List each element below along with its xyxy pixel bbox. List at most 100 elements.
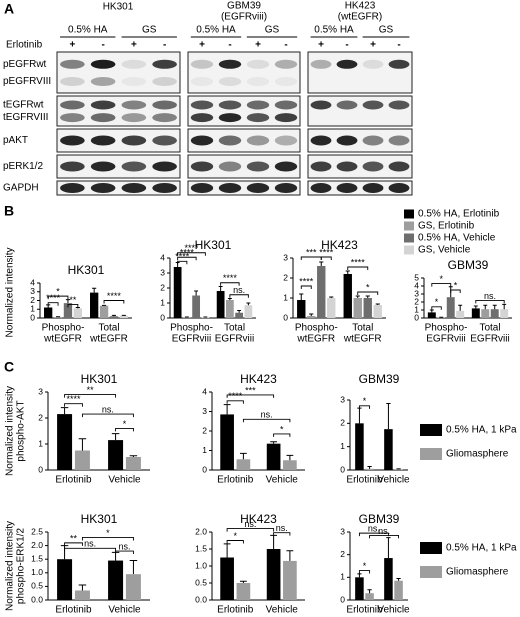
- error-bar: [218, 286, 223, 291]
- error-bar: [65, 299, 71, 304]
- blot-band: [336, 135, 358, 146]
- bar: [74, 450, 90, 470]
- error-bar: [78, 438, 87, 451]
- y-axis-label: Normalized intensity: [5, 386, 16, 476]
- bar: [99, 305, 109, 318]
- blot-band: [218, 135, 242, 146]
- bar: [109, 316, 119, 318]
- error-bar: [237, 310, 242, 313]
- significance-bracket: [115, 550, 134, 555]
- cell-line-label: (EGFRviii): [221, 12, 267, 23]
- blot-band: [362, 59, 384, 69]
- error-bar: [429, 309, 434, 313]
- sign: +: [255, 40, 261, 51]
- error-bar: [92, 287, 97, 293]
- y-tick-label: 2: [283, 272, 288, 282]
- x-tick-label: Total: [479, 323, 500, 334]
- blot-band: [152, 161, 177, 172]
- blot-band: [218, 161, 242, 172]
- blot-band: [190, 59, 214, 69]
- legend-label: GS, Vehicle: [418, 245, 471, 256]
- bar: [220, 557, 234, 600]
- bar: [244, 305, 253, 318]
- bar: [490, 309, 499, 318]
- x-tick-label: Vehicle: [377, 605, 410, 616]
- y-tick-label: 2.0: [31, 540, 43, 550]
- y-tick-label: 2: [340, 549, 345, 559]
- blot-band: [152, 113, 177, 123]
- error-bar: [286, 550, 294, 561]
- legend-label: GS, Erlotinib: [418, 221, 475, 232]
- legend-label: Gliomasphere: [446, 567, 509, 578]
- error-bar: [502, 303, 507, 310]
- y-tick-label: 1.0: [31, 567, 43, 577]
- blot: [307, 154, 413, 179]
- significance-bracket: [226, 540, 244, 544]
- blot-band: [246, 161, 270, 172]
- y-tick-label: 1: [30, 304, 35, 314]
- y-tick-label: 2.5: [31, 526, 43, 536]
- blot-band: [246, 183, 270, 193]
- chart-title: HK301: [81, 512, 118, 526]
- blot-band: [246, 113, 270, 123]
- error-bar: [286, 454, 294, 461]
- y-tick-label: 0: [340, 464, 345, 474]
- sign: -: [228, 40, 231, 51]
- y-tick-label: 1: [160, 297, 165, 307]
- blot-band: [190, 100, 214, 110]
- blot: [187, 180, 301, 196]
- blot-band: [152, 100, 177, 110]
- blot-band: [121, 135, 147, 146]
- significance-label: *: [363, 561, 367, 571]
- sign: -: [101, 40, 104, 51]
- cell-line-label: GBM39: [227, 1, 261, 12]
- bar: [317, 266, 326, 318]
- blot-band: [310, 59, 332, 69]
- legend-swatch: [420, 448, 442, 460]
- bar: [427, 312, 436, 318]
- y-tick-label: 4: [414, 280, 419, 290]
- blot-band: [60, 77, 85, 87]
- chart-title: GBM39: [448, 258, 489, 272]
- significance-bracket: [273, 532, 291, 536]
- condition-label: 0.5% HA: [314, 25, 354, 36]
- blot-band: [60, 100, 85, 110]
- significance-bracket: [226, 528, 275, 532]
- significance-bracket: [81, 536, 134, 541]
- significance-bracket: [64, 542, 83, 546]
- error-bar: [355, 295, 360, 298]
- y-tick-label: 1.0: [195, 560, 207, 570]
- blot-band: [274, 183, 298, 193]
- y-tick-label: 3: [30, 286, 35, 296]
- blot-band: [388, 100, 410, 110]
- blot: [187, 128, 301, 153]
- y-tick-label: 1: [340, 441, 345, 451]
- significance-label: ****: [46, 293, 61, 303]
- blot: [307, 51, 413, 94]
- x-tick-label: Vehicle: [266, 605, 299, 616]
- significance-bracket: [226, 400, 244, 404]
- blot-row-label: pEGFRVIII: [3, 76, 51, 87]
- chart-title: GBM39: [359, 512, 400, 526]
- bar: [394, 469, 403, 470]
- blot-band: [246, 100, 270, 110]
- significance-label: ****: [180, 248, 195, 258]
- bar: [108, 560, 124, 600]
- legend-swatch: [404, 233, 414, 243]
- sign: -: [163, 40, 166, 51]
- blot-row-label: pAKT: [3, 135, 28, 146]
- blot-band: [362, 100, 384, 110]
- significance-label: ns.: [233, 285, 245, 295]
- blot-band: [152, 135, 177, 146]
- x-tick-label: Phospho-: [170, 323, 213, 334]
- error-bar: [239, 580, 247, 583]
- blot-band: [90, 59, 116, 69]
- significance-bracket: [431, 306, 442, 310]
- x-tick-label: EGFRviii: [426, 334, 465, 345]
- blot-band: [362, 161, 384, 172]
- blot-band: [90, 135, 116, 146]
- y-tick-label: 4: [160, 252, 165, 262]
- bar: [73, 308, 82, 318]
- y-tick-label: 0: [340, 594, 345, 604]
- bar: [471, 308, 480, 318]
